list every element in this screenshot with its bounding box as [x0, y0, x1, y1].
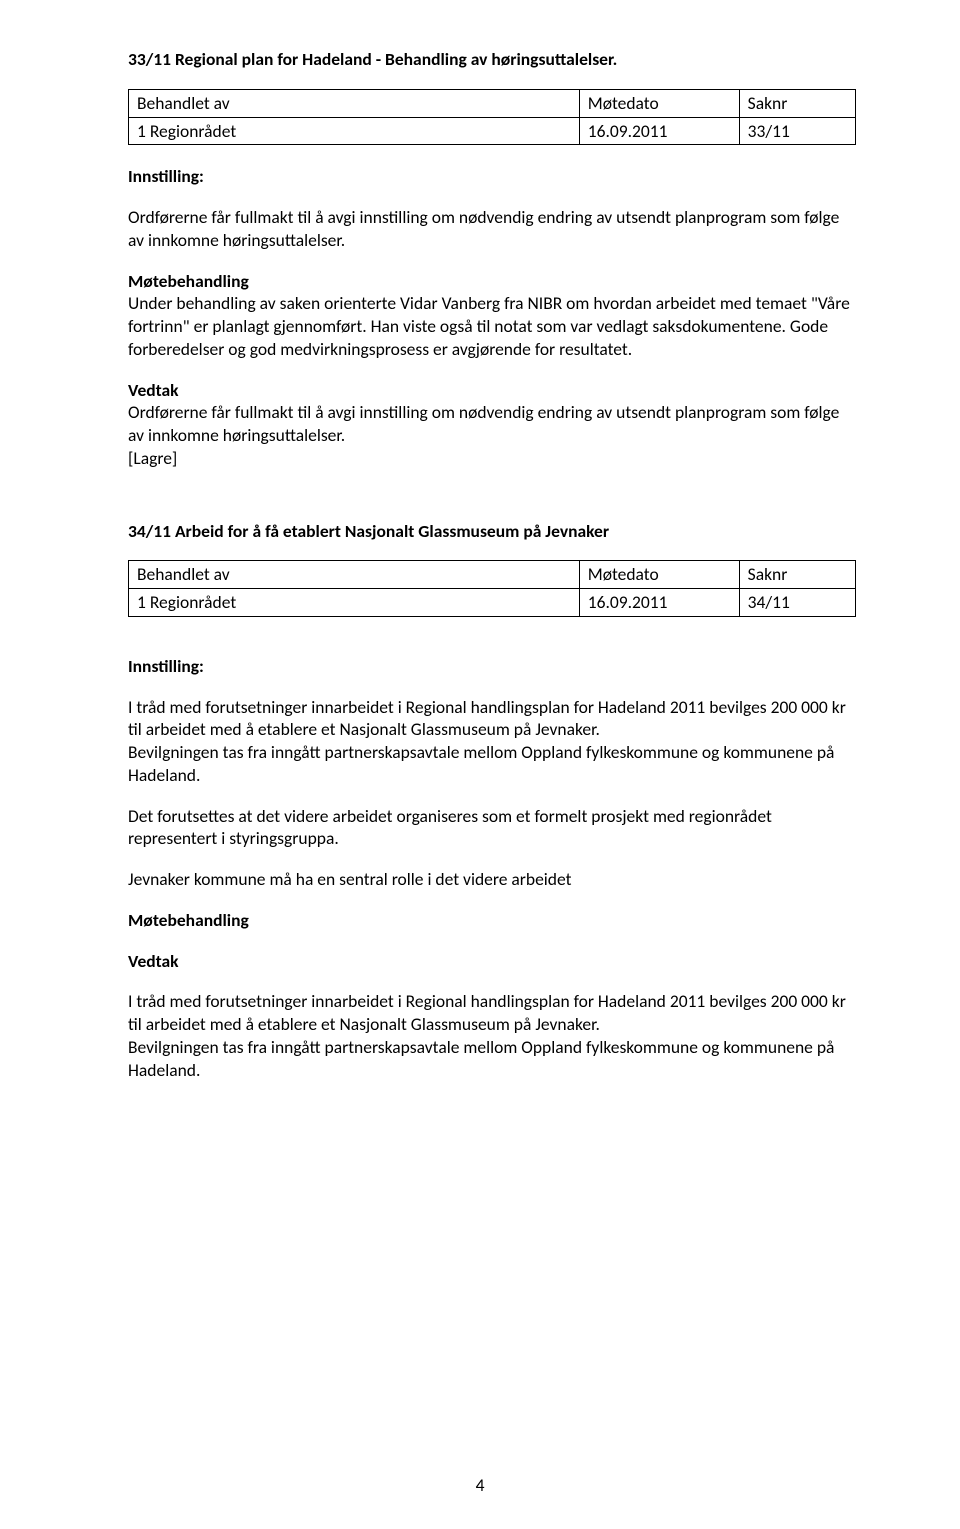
table-header-cell: Behandlet av [129, 561, 580, 589]
document-page: 33/11 Regional plan for Hadeland - Behan… [0, 0, 960, 1529]
innstilling-text: Ordførerne får fullmakt til å avgi innst… [128, 206, 856, 252]
table-cell: 1 Regionrådet [129, 589, 580, 617]
table-cell: 16.09.2011 [579, 589, 739, 617]
motebehandling-text: Under behandling av saken orienterte Vid… [128, 292, 856, 360]
lagre-tag: [Lagre] [128, 447, 856, 470]
vedtak-text: Ordførerne får fullmakt til å avgi innst… [128, 401, 856, 447]
motebehandling-label: Møtebehandling [128, 270, 856, 293]
vedtak-label: Vedtak [128, 950, 856, 973]
table-cell: 1 Regionrådet [129, 117, 580, 145]
table-row: 1 Regionrådet 16.09.2011 33/11 [129, 117, 856, 145]
section-34-heading: 34/11 Arbeid for å få etablert Nasjonalt… [128, 520, 856, 543]
innstilling-p2: Bevilgningen tas fra inngått partnerskap… [128, 741, 856, 787]
table-cell: 16.09.2011 [579, 117, 739, 145]
innstilling-p1: I tråd med forutsetninger innarbeidet i … [128, 696, 856, 742]
section-34-table: Behandlet av Møtedato Saknr 1 Regionråde… [128, 560, 856, 617]
innstilling-label: Innstilling: [128, 655, 856, 678]
table-cell: 34/11 [739, 589, 855, 617]
table-header-cell: Saknr [739, 89, 855, 117]
table-header-cell: Saknr [739, 561, 855, 589]
table-row: 1 Regionrådet 16.09.2011 34/11 [129, 589, 856, 617]
section-spacer [128, 488, 856, 520]
table-header-row: Behandlet av Møtedato Saknr [129, 89, 856, 117]
table-header-cell: Behandlet av [129, 89, 580, 117]
innstilling-p4: Jevnaker kommune må ha en sentral rolle … [128, 868, 856, 891]
table-header-row: Behandlet av Møtedato Saknr [129, 561, 856, 589]
spacer [128, 637, 856, 655]
vedtak-label: Vedtak [128, 379, 856, 402]
page-number: 4 [0, 1474, 960, 1497]
section-33-table: Behandlet av Møtedato Saknr 1 Regionråde… [128, 89, 856, 146]
innstilling-label: Innstilling: [128, 165, 856, 188]
innstilling-p3: Det forutsettes at det videre arbeidet o… [128, 805, 856, 851]
vedtak-p2: Bevilgningen tas fra inngått partnerskap… [128, 1036, 856, 1082]
table-header-cell: Møtedato [579, 89, 739, 117]
vedtak-p1: I tråd med forutsetninger innarbeidet i … [128, 990, 856, 1036]
section-33-heading: 33/11 Regional plan for Hadeland - Behan… [128, 48, 856, 71]
table-header-cell: Møtedato [579, 561, 739, 589]
motebehandling-label: Møtebehandling [128, 909, 856, 932]
table-cell: 33/11 [739, 117, 855, 145]
